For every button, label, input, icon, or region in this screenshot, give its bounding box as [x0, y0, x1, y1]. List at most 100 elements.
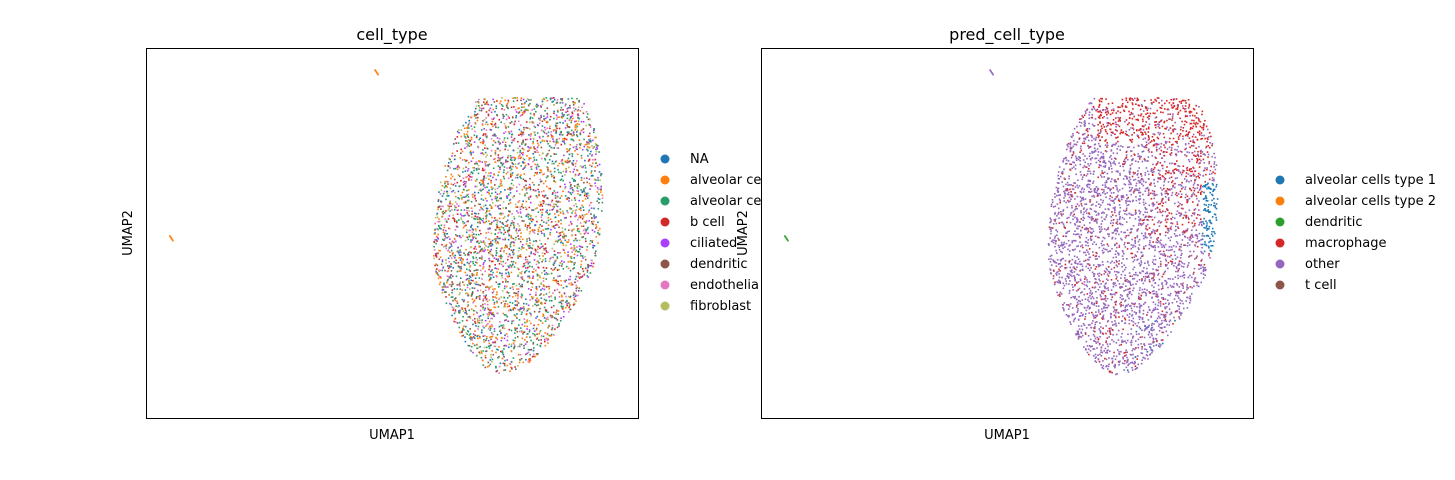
data-point — [1215, 207, 1218, 210]
data-point — [488, 309, 491, 311]
data-point — [528, 157, 531, 159]
data-point — [461, 320, 464, 322]
data-point — [560, 255, 562, 258]
data-point — [553, 153, 555, 155]
data-point — [512, 237, 515, 240]
data-point — [563, 217, 566, 219]
data-point — [539, 209, 542, 211]
data-point — [501, 350, 504, 352]
data-point — [1175, 98, 1178, 100]
data-point — [1135, 184, 1137, 187]
data-point — [582, 209, 585, 211]
data-point — [1081, 282, 1084, 285]
data-point — [458, 235, 461, 237]
data-point — [551, 324, 554, 327]
data-point — [484, 289, 487, 292]
data-point — [520, 174, 522, 176]
data-point — [1094, 340, 1097, 343]
data-point — [1081, 226, 1084, 229]
data-point — [1208, 162, 1210, 165]
data-point — [527, 360, 529, 363]
data-point — [494, 217, 496, 219]
data-point — [450, 283, 452, 286]
data-point — [516, 297, 519, 300]
data-point — [558, 162, 561, 165]
data-point — [458, 321, 461, 324]
data-point — [550, 133, 552, 136]
data-point — [578, 230, 581, 233]
data-point — [1196, 245, 1199, 248]
data-point — [538, 262, 540, 264]
data-point — [1129, 200, 1131, 203]
data-point — [532, 349, 535, 352]
data-point — [433, 255, 435, 257]
data-point — [516, 294, 519, 297]
data-point — [574, 150, 576, 152]
data-point — [473, 218, 476, 220]
data-point — [566, 117, 569, 120]
data-point — [525, 126, 527, 129]
data-point — [534, 248, 537, 251]
data-point — [494, 264, 496, 266]
data-point — [462, 334, 464, 337]
data-point — [433, 245, 435, 248]
data-point — [525, 180, 527, 182]
data-point — [1208, 187, 1210, 190]
data-point — [480, 305, 483, 308]
data-point — [1087, 231, 1089, 234]
data-point — [496, 226, 499, 229]
data-point — [460, 257, 462, 259]
data-point — [528, 149, 531, 152]
data-point — [539, 201, 542, 203]
data-point — [568, 131, 570, 133]
data-point — [499, 157, 502, 160]
data-point — [529, 135, 532, 137]
data-point — [511, 187, 514, 190]
data-point — [466, 313, 468, 315]
data-point — [562, 305, 564, 308]
data-point — [477, 146, 480, 149]
data-point — [451, 283, 453, 286]
data-point — [1172, 286, 1175, 288]
data-point — [1125, 342, 1128, 344]
data-point — [454, 297, 457, 299]
data-point — [538, 122, 541, 125]
data-point — [592, 129, 595, 131]
data-point — [549, 231, 552, 234]
data-point — [519, 133, 522, 135]
data-point — [1151, 261, 1154, 263]
legend-label: dendritic — [690, 257, 748, 272]
data-point — [1199, 134, 1201, 136]
data-point — [539, 247, 541, 250]
data-point — [1071, 188, 1074, 190]
data-point — [504, 141, 507, 144]
data-point — [564, 239, 567, 242]
data-point — [1077, 303, 1079, 306]
data-point — [544, 344, 547, 347]
data-point — [507, 115, 510, 118]
data-point — [1146, 211, 1148, 214]
data-point — [444, 235, 446, 238]
data-point — [1186, 286, 1189, 289]
data-point — [584, 255, 586, 258]
data-point — [1155, 308, 1157, 310]
data-point — [506, 315, 509, 318]
outlier-point — [376, 72, 378, 74]
data-point — [551, 328, 553, 331]
data-point — [487, 361, 490, 364]
data-point — [528, 255, 531, 257]
data-point — [596, 187, 599, 189]
data-point — [505, 285, 508, 288]
data-point — [558, 284, 560, 286]
data-point — [532, 122, 535, 124]
data-point — [584, 192, 587, 194]
data-point — [528, 270, 530, 273]
data-point — [492, 333, 494, 336]
data-point — [560, 279, 562, 282]
data-point — [1117, 120, 1120, 122]
data-point — [474, 204, 476, 207]
data-point — [1209, 191, 1211, 194]
data-point — [1100, 164, 1102, 167]
data-point — [536, 353, 538, 356]
data-point — [447, 227, 450, 230]
